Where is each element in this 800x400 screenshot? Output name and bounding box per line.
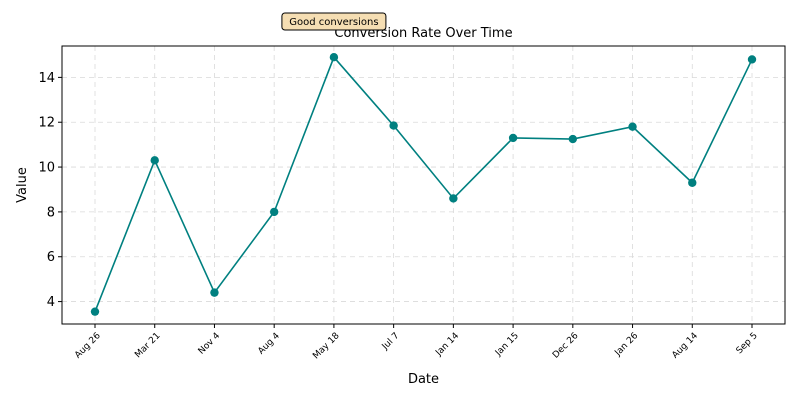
data-point <box>90 307 100 316</box>
y-tick-label: 14 <box>38 71 55 86</box>
data-point <box>329 53 339 62</box>
x-tick-label: Aug 14 <box>670 331 700 361</box>
data-point <box>628 122 637 131</box>
data-point <box>150 156 159 165</box>
x-tick-label: Aug 4 <box>256 331 282 357</box>
x-tick-label: Jan 14 <box>433 331 461 359</box>
data-point <box>508 133 518 143</box>
grid <box>62 46 785 324</box>
y-tick-label: 4 <box>47 295 55 310</box>
x-tick-label: Jan 15 <box>493 331 521 359</box>
x-tick-label: May 18 <box>311 331 342 362</box>
data-point <box>389 121 398 130</box>
data-point <box>449 194 458 203</box>
y-tick-label: 6 <box>47 250 55 265</box>
data-point <box>568 134 578 144</box>
x-tick-label: Aug 26 <box>73 331 103 361</box>
data-point <box>269 207 279 217</box>
plot-frame <box>61 45 786 325</box>
data-point <box>747 55 757 64</box>
x-tick-label: Dec 26 <box>551 331 581 361</box>
x-tick-label: Sep 5 <box>735 331 760 356</box>
annotation: Good conversions <box>281 12 387 31</box>
series-layer <box>90 53 757 316</box>
x-tick-label: Mar 21 <box>133 331 162 360</box>
x-tick-label: Jan 26 <box>613 331 641 359</box>
x-axis-label: Date <box>408 372 439 387</box>
annotation-text: Good conversions <box>289 17 378 28</box>
series-line <box>94 55 753 312</box>
annotation-box <box>281 12 387 31</box>
y-tick-label: 8 <box>47 205 55 220</box>
x-tick-label: Nov 4 <box>197 331 223 357</box>
data-point <box>688 178 697 187</box>
axis-ticks: 4 6 8 10 12 14 Aug 26 Mar 21 Nov 4 Aug 4 May 18 Jul… <box>38 71 759 362</box>
data-point <box>210 288 219 297</box>
y-tick-label: 12 <box>38 116 55 131</box>
y-axis-label: Value <box>15 167 30 203</box>
x-tick-label: Jul 7 <box>380 331 402 353</box>
y-tick-label: 10 <box>38 161 55 176</box>
